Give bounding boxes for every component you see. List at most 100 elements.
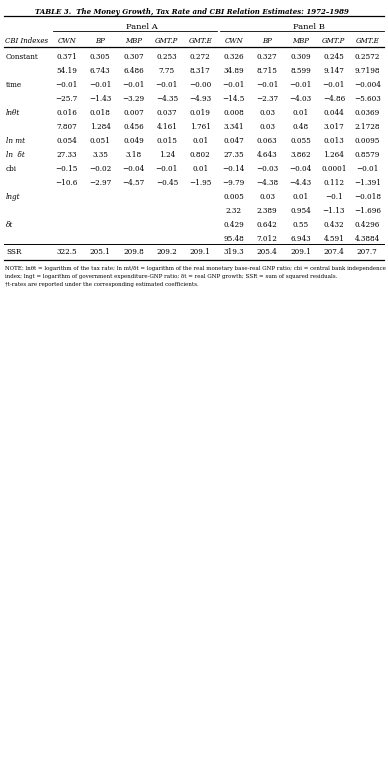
Text: 0.03: 0.03 [259, 122, 275, 130]
Text: 319.3: 319.3 [223, 248, 244, 256]
Text: 27.33: 27.33 [56, 151, 77, 158]
Text: 4.591: 4.591 [324, 234, 344, 242]
Text: index; lngt = logarithm of government expenditure-GNP ratio; ẟt = real GNP growt: index; lngt = logarithm of government ex… [5, 274, 338, 279]
Text: −0.01: −0.01 [289, 81, 312, 89]
Text: −0.01: −0.01 [122, 81, 145, 89]
Text: 1.761: 1.761 [190, 122, 211, 130]
Text: 3.341: 3.341 [223, 122, 244, 130]
Text: 0.954: 0.954 [290, 206, 311, 215]
Text: 34.89: 34.89 [223, 67, 244, 74]
Text: −10.6: −10.6 [55, 179, 78, 187]
Text: cbi: cbi [6, 165, 17, 172]
Text: 0.01: 0.01 [293, 193, 308, 201]
Text: SSR: SSR [6, 248, 21, 256]
Text: MBP: MBP [292, 37, 309, 45]
Text: −1.95: −1.95 [189, 179, 211, 187]
Text: −5.603: −5.603 [354, 95, 381, 103]
Text: 209.8: 209.8 [123, 248, 144, 256]
Text: 1.264: 1.264 [324, 151, 344, 158]
Text: 0.245: 0.245 [324, 53, 344, 60]
Text: 0.305: 0.305 [90, 53, 111, 60]
Text: ln mt: ln mt [6, 136, 25, 144]
Text: 0.051: 0.051 [90, 136, 111, 144]
Text: 2.32: 2.32 [226, 206, 242, 215]
Text: −0.01: −0.01 [156, 81, 178, 89]
Text: TABLE 3.  The Money Growth, Tax Rate and CBI Relation Estimates: 1972–1989: TABLE 3. The Money Growth, Tax Rate and … [35, 8, 349, 16]
Text: 0.802: 0.802 [190, 151, 211, 158]
Text: 209.2: 209.2 [156, 248, 177, 256]
Text: 8.599: 8.599 [290, 67, 311, 74]
Text: 209.1: 209.1 [190, 248, 211, 256]
Text: 0.4296: 0.4296 [355, 220, 380, 228]
Text: 209.1: 209.1 [290, 248, 311, 256]
Text: −0.01: −0.01 [89, 81, 111, 89]
Text: 54.19: 54.19 [56, 67, 77, 74]
Text: 0.016: 0.016 [56, 108, 77, 117]
Text: 0.371: 0.371 [56, 53, 77, 60]
Text: −14.5: −14.5 [222, 95, 245, 103]
Text: −4.93: −4.93 [189, 95, 211, 103]
Text: 0.8579: 0.8579 [355, 151, 380, 158]
Text: 0.253: 0.253 [157, 53, 177, 60]
Text: 0.054: 0.054 [56, 136, 77, 144]
Text: −0.1: −0.1 [325, 193, 343, 201]
Text: −2.37: −2.37 [256, 95, 278, 103]
Text: BP: BP [95, 37, 105, 45]
Text: −0.04: −0.04 [122, 165, 145, 172]
Text: 0.01: 0.01 [192, 136, 208, 144]
Text: †t-rates are reported under the corresponding estimated coefficients.: †t-rates are reported under the correspo… [5, 282, 199, 287]
Text: BP: BP [262, 37, 272, 45]
Text: CWN: CWN [224, 37, 243, 45]
Text: −4.43: −4.43 [289, 179, 312, 187]
Text: 1.24: 1.24 [159, 151, 175, 158]
Text: GMT.P: GMT.P [322, 37, 346, 45]
Text: −0.01: −0.01 [356, 165, 378, 172]
Text: −3.29: −3.29 [123, 95, 145, 103]
Text: 0.642: 0.642 [257, 220, 277, 228]
Text: −0.03: −0.03 [256, 165, 278, 172]
Text: 4.3884: 4.3884 [355, 234, 380, 242]
Text: time: time [6, 81, 22, 89]
Text: ẟt: ẟt [6, 220, 13, 228]
Text: lnθt: lnθt [6, 108, 20, 117]
Text: 207.7: 207.7 [357, 248, 378, 256]
Text: −0.45: −0.45 [156, 179, 178, 187]
Text: lngt: lngt [6, 193, 21, 201]
Text: GMT.P: GMT.P [155, 37, 178, 45]
Text: 0.013: 0.013 [324, 136, 344, 144]
Text: 207.4: 207.4 [324, 248, 344, 256]
Text: 3.862: 3.862 [290, 151, 311, 158]
Text: 0.307: 0.307 [123, 53, 144, 60]
Text: GMT.E: GMT.E [355, 37, 379, 45]
Text: −0.01: −0.01 [323, 81, 345, 89]
Text: 0.03: 0.03 [259, 193, 275, 201]
Text: 0.049: 0.049 [123, 136, 144, 144]
Text: 7.807: 7.807 [56, 122, 77, 130]
Text: 3.18: 3.18 [125, 151, 142, 158]
Text: 205.1: 205.1 [90, 248, 111, 256]
Text: −4.38: −4.38 [256, 179, 278, 187]
Text: ln  ẟt: ln ẟt [6, 151, 25, 158]
Text: −25.7: −25.7 [55, 95, 78, 103]
Text: −4.57: −4.57 [122, 179, 145, 187]
Text: −0.14: −0.14 [222, 165, 245, 172]
Text: 0.01: 0.01 [192, 165, 208, 172]
Text: 0.432: 0.432 [324, 220, 344, 228]
Text: 8.317: 8.317 [190, 67, 211, 74]
Text: 0.0001: 0.0001 [321, 165, 346, 172]
Text: 27.35: 27.35 [223, 151, 244, 158]
Text: 0.48: 0.48 [293, 122, 308, 130]
Text: 8.715: 8.715 [257, 67, 277, 74]
Text: −2.97: −2.97 [89, 179, 111, 187]
Text: −0.01: −0.01 [256, 81, 278, 89]
Text: GMT.E: GMT.E [189, 37, 212, 45]
Text: 1.284: 1.284 [90, 122, 111, 130]
Text: −1.696: −1.696 [354, 206, 381, 215]
Text: −0.01: −0.01 [222, 81, 245, 89]
Text: 0.0095: 0.0095 [355, 136, 380, 144]
Text: −0.004: −0.004 [354, 81, 381, 89]
Text: 0.007: 0.007 [123, 108, 144, 117]
Text: 0.005: 0.005 [223, 193, 244, 201]
Text: −9.79: −9.79 [223, 179, 245, 187]
Text: −0.00: −0.00 [189, 81, 211, 89]
